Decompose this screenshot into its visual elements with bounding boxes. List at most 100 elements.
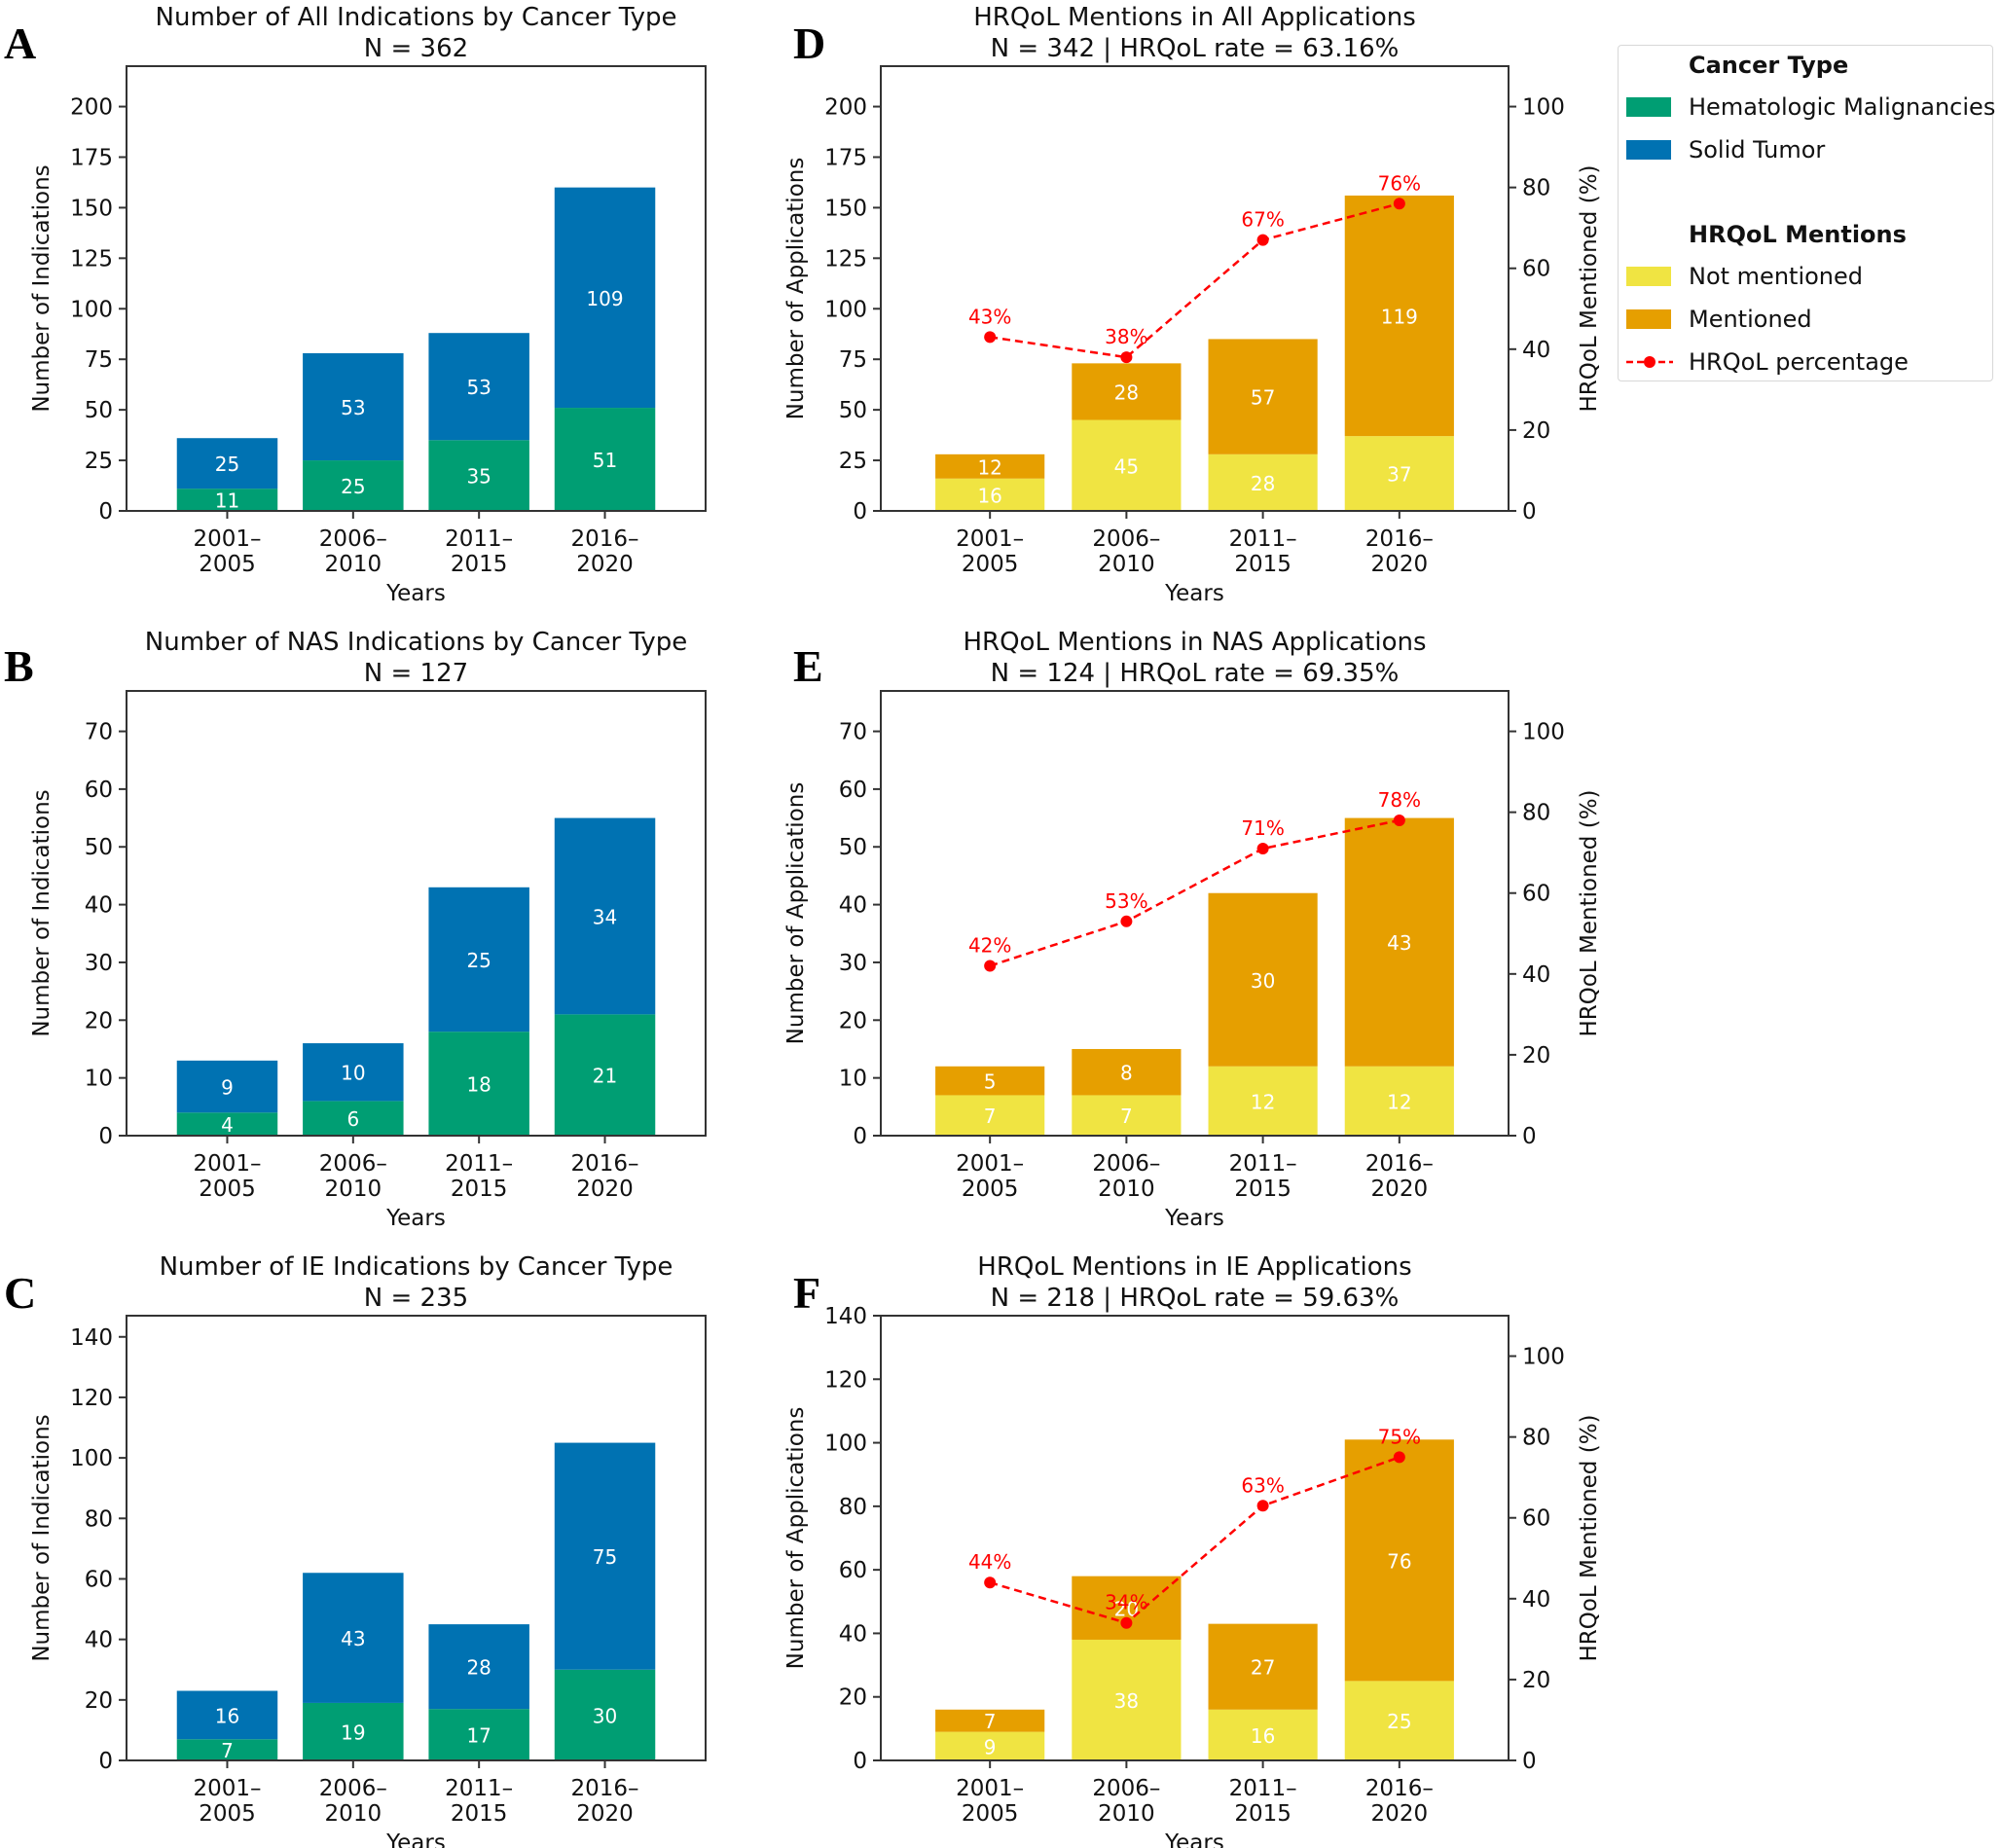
panel-f-subtitle: N = 218 | HRQoL rate = 59.63%: [991, 1284, 1400, 1313]
panel-a-xtick-label: 2010: [325, 552, 382, 577]
panel-c-ytick-label: 100: [70, 1446, 113, 1471]
panel-c-xtick-label: 2020: [576, 1801, 634, 1827]
panel-b-bar-label: 4: [221, 1113, 234, 1137]
panel-c-bar-label: 16: [215, 1704, 239, 1727]
panel-f-ytick-label: 140: [824, 1304, 867, 1329]
panel-a-ytick-label: 25: [85, 449, 113, 474]
panel-b-bar-label: 6: [346, 1107, 359, 1131]
panel-e-hrqol-point-label: 78%: [1378, 788, 1421, 812]
panel-f-xtick-label: 2020: [1371, 1801, 1429, 1827]
panel-d-bar-label: 37: [1387, 463, 1411, 487]
panel-e-xtick-label: 2001–: [956, 1151, 1024, 1177]
panel-e-bar-mentioned-0: [935, 1066, 1045, 1096]
panel-letter-f: F: [793, 1268, 820, 1318]
panel-e-y2label: HRQoL Mentioned (%): [1577, 789, 1602, 1036]
panel-e-xtick-label: 2005: [962, 1177, 1019, 1202]
panel-d-y2tick-label: 40: [1522, 338, 1550, 363]
panel-e-y2tick-label: 40: [1522, 962, 1550, 988]
panel-e-bar-label: 7: [1120, 1105, 1133, 1128]
panel-c-title: Number of IE Indications by Cancer Type: [160, 1252, 673, 1282]
panel-b-ytick-label: 0: [98, 1124, 113, 1149]
panel-b-bar-hematologic-malignancies-0: [176, 1112, 278, 1136]
panel-b-bar-hematologic-malignancies-3: [554, 1014, 656, 1136]
panel-f-title: HRQoL Mentions in IE Applications: [977, 1252, 1411, 1282]
panel-c-bar-label: 19: [341, 1721, 365, 1744]
panel-f-ytick-label: 20: [839, 1685, 867, 1711]
legend-label: Hematologic Malignancies: [1689, 93, 1996, 121]
panel-a-bar-solid-tumor-3: [554, 187, 656, 409]
panel-a-bar-solid-tumor-0: [176, 438, 278, 489]
panel-f-xlabel: Years: [1164, 1830, 1224, 1848]
legend-title-hrqol: HRQoL Mentions: [1689, 221, 1907, 248]
panel-f-hrqol-point-label: 63%: [1241, 1473, 1284, 1497]
panel-e-bar-not-mentioned-3: [1344, 1066, 1454, 1136]
panel-b-ylabel: Number of Indications: [29, 789, 55, 1036]
panel-f-xtick-label: 2006–: [1092, 1776, 1160, 1801]
panel-e-xtick-label: 2020: [1371, 1177, 1429, 1202]
panel-e-hrqol-point-label: 53%: [1105, 889, 1147, 913]
panel-a-bar-label: 51: [593, 449, 617, 472]
panel-f-hrqol-point-label: 44%: [968, 1550, 1011, 1574]
panel-a-ytick-label: 0: [98, 499, 113, 525]
panel-d-xtick-label: 2020: [1371, 552, 1429, 577]
panel-f-ytick-label: 100: [824, 1431, 867, 1457]
panel-e-ytick-label: 20: [839, 1008, 867, 1033]
panel-a-ylabel: Number of Indications: [29, 164, 55, 412]
panel-e-hrqol-point: [1393, 814, 1405, 826]
panel-e-bar-label: 7: [984, 1105, 997, 1128]
panel-f-y2tick-label: 0: [1522, 1749, 1537, 1774]
panel-d-hrqol-point: [984, 331, 997, 344]
panel-d-y2tick-label: 80: [1522, 176, 1550, 201]
panel-f-xtick-label: 2001–: [956, 1776, 1024, 1801]
panel-d-bar-mentioned-1: [1072, 363, 1182, 420]
panel-d-xlabel: Years: [1164, 581, 1224, 606]
panel-d-hrqol-point-label: 67%: [1241, 208, 1284, 232]
panel-d-ytick-label: 125: [824, 246, 867, 272]
panel-a-axes-frame: [126, 65, 707, 512]
panel-b-ytick-label: 70: [85, 720, 113, 745]
panel-d-xtick-label: 2005: [962, 552, 1019, 577]
panel-c-xtick-label: 2010: [325, 1801, 382, 1827]
panel-letter-c: C: [4, 1268, 36, 1318]
legend-swatch-mentioned: [1626, 309, 1671, 329]
panel-d-ytick-label: 75: [839, 347, 867, 373]
panel-d-bar-not-mentioned-1: [1072, 419, 1182, 511]
legend-label: Solid Tumor: [1689, 136, 1826, 163]
panel-e-xlabel: Years: [1164, 1206, 1224, 1231]
panel-f-hrqol-point-label: 34%: [1105, 1591, 1147, 1614]
panel-c-subtitle: N = 235: [364, 1284, 468, 1313]
panel-c-bar-hematologic-malignancies-2: [428, 1709, 529, 1760]
panel-d-hrqol-point-label: 43%: [968, 305, 1011, 328]
panel-d-xtick-label: 2015: [1234, 552, 1292, 577]
legend-item-hrqol-percentage: HRQoL percentage: [1619, 347, 1992, 377]
panel-c-bar-hematologic-malignancies-0: [176, 1739, 278, 1760]
panel-e-xtick-label: 2016–: [1365, 1151, 1434, 1177]
panel-c-ytick-label: 40: [85, 1628, 113, 1653]
panel-a-xlabel: Years: [385, 581, 446, 606]
panel-f-y2label: HRQoL Mentioned (%): [1577, 1414, 1602, 1661]
panel-f-bar-label: 25: [1387, 1710, 1411, 1733]
legend-swatch-solid-tumor: [1626, 140, 1671, 160]
panel-a-bar-label: 109: [586, 287, 623, 310]
panel-d-bar-label: 57: [1251, 386, 1275, 410]
panel-f-bar-mentioned-0: [935, 1709, 1045, 1732]
panel-d-bar-label: 45: [1114, 454, 1139, 478]
panel-b-axes-frame: [126, 690, 707, 1137]
panel-c-ytick-label: 120: [70, 1386, 113, 1411]
panel-c-ytick-label: 0: [98, 1749, 113, 1774]
panel-c-bar-label: 17: [466, 1724, 491, 1748]
panel-e-bar-not-mentioned-0: [935, 1095, 1045, 1136]
panel-f-axes-frame: [880, 1315, 1510, 1761]
panel-d-ytick-label: 50: [839, 398, 867, 423]
panel-e-y2tick-label: 0: [1522, 1124, 1537, 1149]
panel-e-xtick-label: 2011–: [1229, 1151, 1297, 1177]
panel-f-ytick-label: 60: [839, 1558, 867, 1583]
panel-e-ytick-label: 70: [839, 720, 867, 745]
panel-d-ytick-label: 150: [824, 196, 867, 221]
panel-f-bar-label: 38: [1114, 1689, 1139, 1713]
panel-c-bar-hematologic-malignancies-1: [303, 1702, 404, 1760]
panel-d-y2tick-label: 60: [1522, 257, 1550, 282]
panel-b-xtick-label: 2015: [451, 1177, 508, 1202]
panel-a-ytick-label: 150: [70, 196, 113, 221]
